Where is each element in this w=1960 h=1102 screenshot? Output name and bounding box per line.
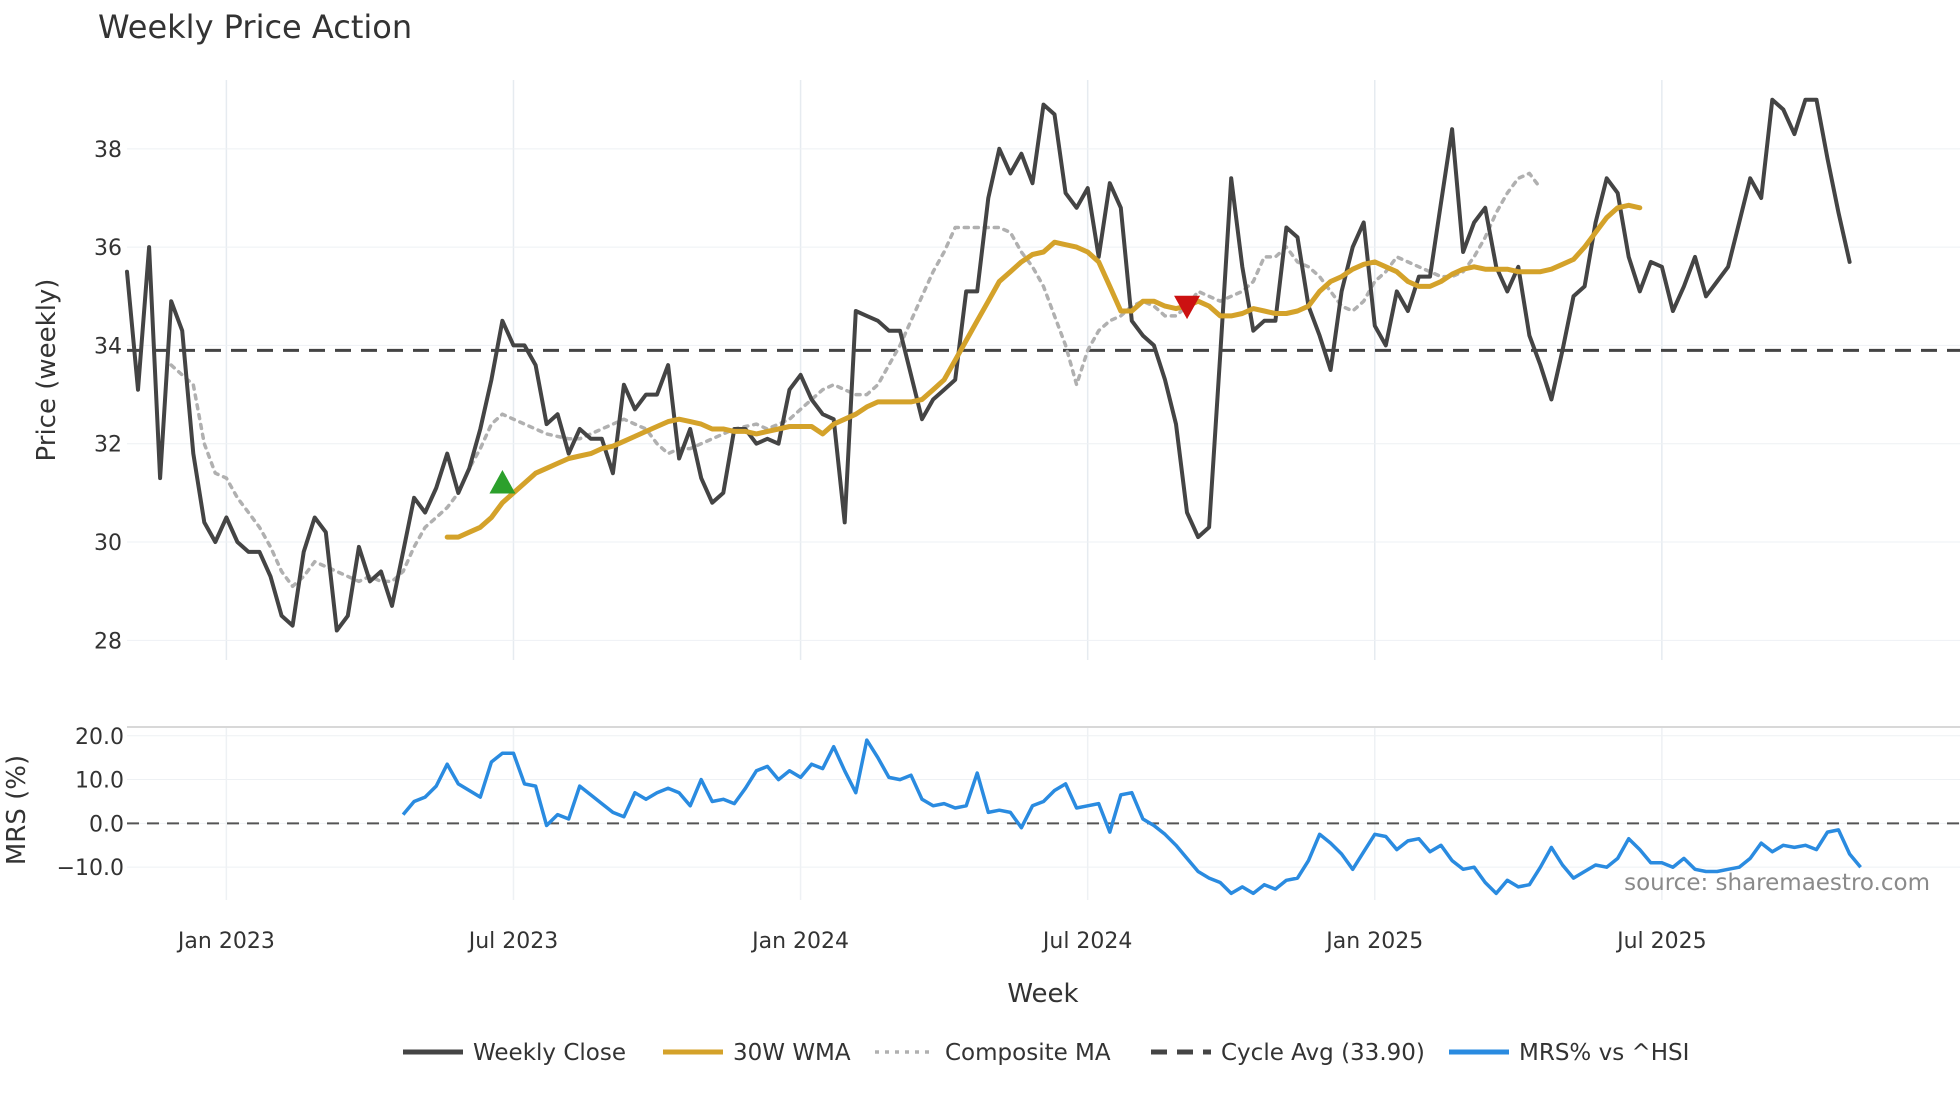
legend-item: Composite MA [875, 1040, 1111, 1066]
mrs-y-tick-label: −10.0 [57, 856, 124, 881]
legend-item: Weekly Close [403, 1040, 626, 1066]
main-grid [127, 80, 1960, 660]
x-tick-label: Jan 2023 [176, 929, 275, 954]
mrs-y-tick-label: 20.0 [75, 725, 124, 750]
main-y-tick-label: 32 [94, 433, 122, 458]
main-y-axis-label: Price (weekly) [32, 279, 62, 462]
mrs-y-tick-label: 0.0 [89, 812, 124, 837]
sell-signal-marker [1174, 295, 1201, 320]
legend-label: Cycle Avg (33.90) [1221, 1040, 1425, 1066]
main-series-layer [125, 97, 1960, 633]
wma-30w-line [444, 202, 1643, 540]
x-tick-label: Jan 2024 [750, 929, 849, 954]
x-axis-label: Week [1007, 979, 1078, 1009]
chart-title: Weekly Price Action [98, 8, 412, 46]
main-y-tick-label: 34 [94, 334, 122, 359]
mrs-line [401, 738, 1862, 896]
mrs-y-tick-labels: 20.0 10.0 0.0 −10.0 [57, 725, 124, 881]
main-y-tick-label: 38 [94, 138, 122, 163]
x-tick-label: Jul 2025 [1615, 929, 1707, 954]
legend-item: MRS% vs ^HSI [1449, 1040, 1689, 1066]
legend: Weekly Close 30W WMA Composite MA Cycle Avg… [403, 1040, 1689, 1066]
buy-signal-marker [489, 470, 516, 494]
main-y-tick-labels: 28 30 32 34 36 38 [94, 138, 122, 655]
weekly-close-line [125, 97, 1852, 633]
main-y-tick-label: 28 [94, 629, 122, 654]
mrs-y-axis-label: MRS (%) [2, 755, 32, 865]
legend-label: Weekly Close [473, 1040, 626, 1066]
legend-label: MRS% vs ^HSI [1519, 1040, 1689, 1066]
x-tick-label: Jul 2023 [467, 929, 559, 954]
legend-item: Cycle Avg (33.90) [1151, 1040, 1425, 1066]
legend-label: Composite MA [945, 1040, 1111, 1066]
legend-item: 30W WMA [663, 1040, 851, 1066]
legend-label: 30W WMA [733, 1040, 851, 1066]
main-y-tick-label: 36 [94, 236, 122, 261]
x-tick-label: Jan 2025 [1324, 929, 1423, 954]
mrs-y-tick-label: 10.0 [75, 769, 124, 794]
mrs-series-layer [127, 738, 1960, 896]
composite-ma-line [169, 171, 1543, 589]
x-tick-label: Jul 2024 [1041, 929, 1133, 954]
x-tick-labels: Jan 2023 Jul 2023 Jan 2024 Jul 2024 Jan 2025… [176, 929, 1707, 954]
source-annotation: source: sharemaestro.com [1624, 870, 1930, 896]
main-y-tick-label: 30 [94, 531, 122, 556]
